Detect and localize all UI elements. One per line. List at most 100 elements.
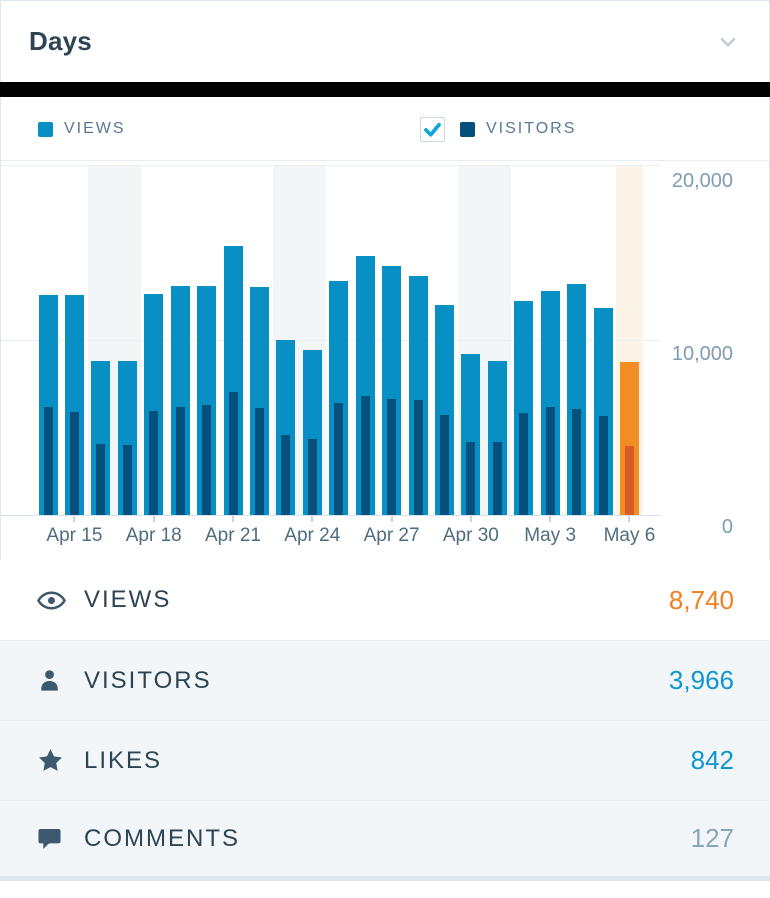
visitors-bar[interactable] (624, 445, 634, 515)
stat-value: 8,740 (668, 584, 734, 615)
stat-label: VISITORS (84, 666, 212, 694)
divider-bar (0, 82, 770, 97)
x-axis-label: Apr 18 (125, 525, 182, 546)
stat-value: 842 (690, 745, 734, 775)
chart-legend: VIEWS VISITORS (1, 97, 769, 161)
visitors-bar[interactable] (281, 435, 291, 515)
views-bar[interactable] (223, 245, 243, 515)
eye-icon (36, 585, 70, 616)
x-axis-tick (628, 516, 631, 522)
visitors-bar[interactable] (360, 396, 370, 515)
stat-row-comments[interactable]: COMMENTS 127 (0, 800, 770, 876)
views-bar[interactable] (567, 284, 587, 515)
period-selector[interactable]: Days (0, 0, 770, 82)
stats-summary: VIEWS 8,740 VISITORS 3,966 LIKES 842 COM… (0, 560, 770, 876)
views-bar[interactable] (197, 285, 217, 515)
visitors-bar[interactable] (545, 407, 555, 515)
gridline (1, 515, 661, 516)
visitors-legend-label: VISITORS (486, 120, 577, 137)
visitors-bar[interactable] (254, 408, 264, 515)
views-bar[interactable] (302, 349, 322, 515)
x-axis-label: Apr 15 (46, 525, 103, 546)
stat-value: 127 (690, 823, 734, 853)
views-bar[interactable] (461, 354, 481, 515)
views-bar[interactable] (91, 361, 111, 515)
views-swatch (38, 121, 53, 137)
visitors-bar[interactable] (492, 441, 502, 515)
views-bar[interactable] (355, 256, 375, 515)
views-bar[interactable] (619, 362, 639, 515)
gridline (1, 165, 661, 166)
stat-label: LIKES (84, 746, 163, 774)
visitors-checkbox[interactable] (420, 116, 445, 142)
views-bar[interactable] (144, 293, 164, 515)
y-axis-label: 20,000 (671, 170, 733, 192)
views-bar[interactable] (408, 276, 428, 515)
visitors-bar[interactable] (96, 444, 106, 515)
views-bar[interactable] (434, 305, 454, 515)
x-axis-tick (390, 516, 393, 522)
views-bar[interactable] (170, 285, 190, 515)
visitors-bar[interactable] (439, 415, 449, 515)
stat-row-likes[interactable]: LIKES 842 (0, 720, 770, 800)
x-axis-tick (232, 516, 234, 522)
x-axis-label: Apr 21 (205, 525, 261, 546)
visitors-bar[interactable] (413, 399, 423, 515)
visitors-bar[interactable] (228, 391, 238, 515)
views-bar[interactable] (329, 280, 349, 515)
views-bar[interactable] (117, 361, 137, 515)
legend-item-views: VIEWS (38, 97, 126, 161)
y-axis-label: 0 (721, 516, 733, 538)
stat-label: COMMENTS (84, 824, 240, 852)
x-axis-tick (549, 516, 552, 522)
views-bar[interactable] (593, 307, 613, 515)
views-bar[interactable] (276, 340, 296, 515)
legend-item-visitors[interactable]: VISITORS (420, 97, 576, 161)
views-bar[interactable] (487, 361, 507, 515)
x-axis-label: May 3 (524, 525, 577, 546)
chevron-down-icon[interactable] (715, 29, 741, 55)
visitors-bar[interactable] (307, 438, 317, 515)
x-axis-tick (311, 516, 314, 522)
x-axis-label: Apr 27 (363, 525, 420, 546)
views-legend-label: VIEWS (64, 120, 126, 137)
views-bar[interactable] (64, 294, 84, 515)
stat-row-views[interactable]: VIEWS 8,740 (0, 560, 770, 640)
visitors-bar[interactable] (122, 445, 132, 515)
visitors-bar[interactable] (149, 410, 159, 515)
visitors-bar[interactable] (69, 411, 79, 515)
stat-row-visitors[interactable]: VISITORS 3,966 (0, 640, 770, 720)
visitors-bar[interactable] (572, 409, 582, 515)
chart-card: VIEWS VISITORS Apr 15 Apr 18 Apr 21 Apr 24 A… (0, 97, 770, 560)
visitors-bar[interactable] (334, 403, 344, 515)
bottom-strip (0, 876, 770, 881)
x-axis-tick (73, 516, 76, 522)
stat-value: 3,966 (668, 665, 734, 695)
visitors-swatch (460, 121, 475, 137)
views-bar[interactable] (382, 265, 402, 515)
visitors-bar[interactable] (466, 441, 476, 515)
check-icon (424, 122, 441, 137)
visitors-bar[interactable] (43, 406, 53, 515)
visitors-bar[interactable] (519, 412, 529, 515)
visitors-bar[interactable] (202, 404, 212, 515)
x-axis-label: May 6 (603, 525, 656, 546)
x-axis-label: Apr 30 (442, 525, 499, 546)
x-axis-tick (152, 516, 155, 522)
user-icon (36, 667, 70, 694)
comment-icon (36, 825, 70, 852)
views-bar[interactable] (540, 291, 560, 515)
x-axis-tick (469, 516, 472, 522)
stat-label: VIEWS (84, 586, 172, 613)
x-axis-label: Apr 24 (284, 525, 341, 546)
period-title: Days (29, 26, 92, 56)
views-bar[interactable] (38, 294, 58, 515)
visitors-bar[interactable] (175, 406, 185, 515)
visitors-bar[interactable] (387, 398, 397, 515)
views-bar[interactable] (514, 300, 534, 515)
star-icon (36, 746, 70, 775)
y-axis-label: 10,000 (671, 343, 733, 365)
visitors-bar[interactable] (598, 416, 608, 515)
views-bar[interactable] (249, 286, 269, 515)
